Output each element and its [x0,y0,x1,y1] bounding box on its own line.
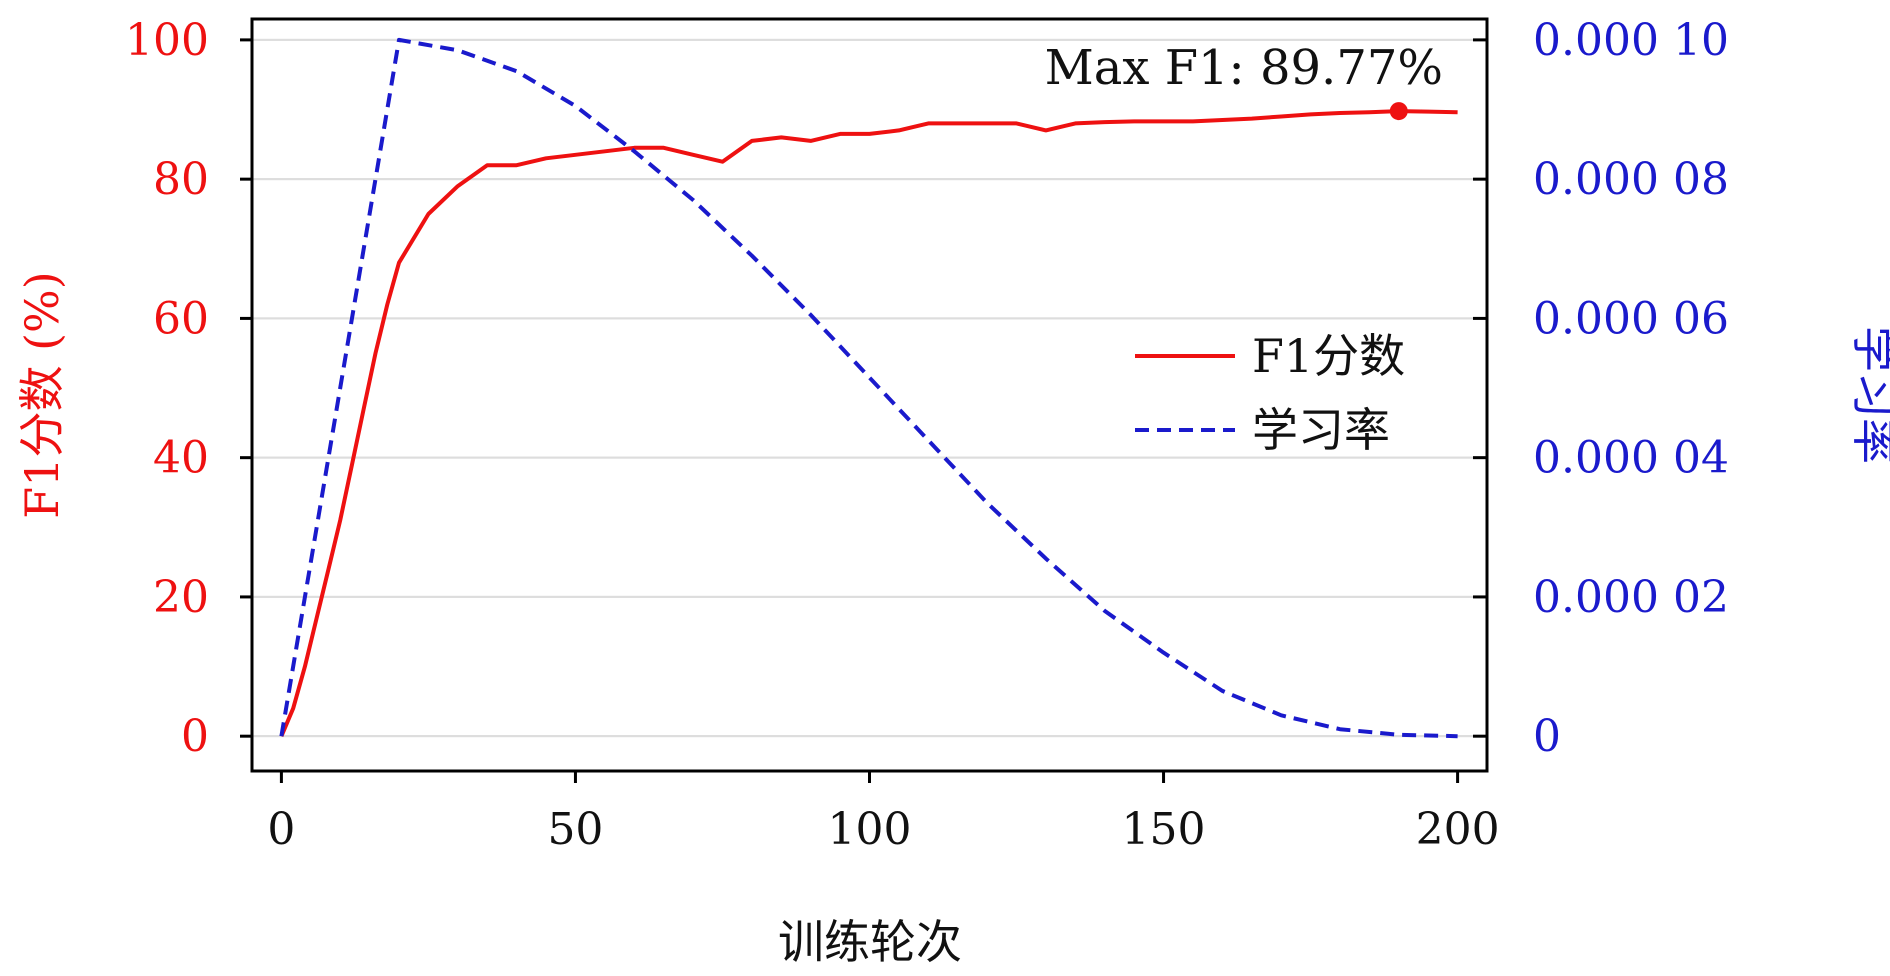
axis-ticks: 0 50 100 150 200 0 20 40 60 80 100 0 0.000 02 0.000 0… [125,15,1729,855]
y-right-tick-label-3: 0.000 06 [1533,293,1729,344]
y-left-tick-label-1: 20 [153,572,209,623]
legend-label-f1: F1分数 [1252,329,1405,383]
legend: F1分数 学习率 [1135,329,1405,457]
y-right-tick-label-2: 0.000 04 [1533,433,1729,484]
y-left-tick-label-2: 40 [153,433,209,484]
y-left-tick-label-3: 60 [153,293,209,344]
y-right-tick-label-4: 0.000 08 [1533,154,1729,205]
y-right-tick-label-5: 0.000 10 [1533,15,1729,66]
grid-lines [252,38,1487,738]
x-tick-label-4: 200 [1416,804,1500,855]
x-tick-label-1: 50 [547,804,603,855]
x-tick-label-2: 100 [828,804,912,855]
y-right-tick-label-1: 0.000 02 [1533,572,1729,623]
max-f1-point [1389,102,1408,121]
plot-frame [250,17,1489,773]
x-axis-title: 训练轮次 [778,915,962,969]
plot-series [279,37,1458,739]
y-axis-right-title: 学习率 [1847,326,1890,464]
x-tick-label-3: 150 [1122,804,1206,855]
y-left-tick-label-4: 80 [153,154,209,205]
legend-label-lr: 学习率 [1252,403,1390,457]
y-right-tick-label-0: 0 [1533,711,1561,762]
series-line-f1-score [279,109,1458,737]
x-tick-label-0: 0 [267,804,295,855]
annotation-max-f1: Max F1: 89.77% [1045,40,1443,96]
y-left-tick-label-0: 0 [181,711,209,762]
y-left-tick-label-5: 100 [125,15,209,66]
y-axis-left-title: F1分数 (%) [15,271,69,518]
series-line-learning-rate [279,37,1458,739]
